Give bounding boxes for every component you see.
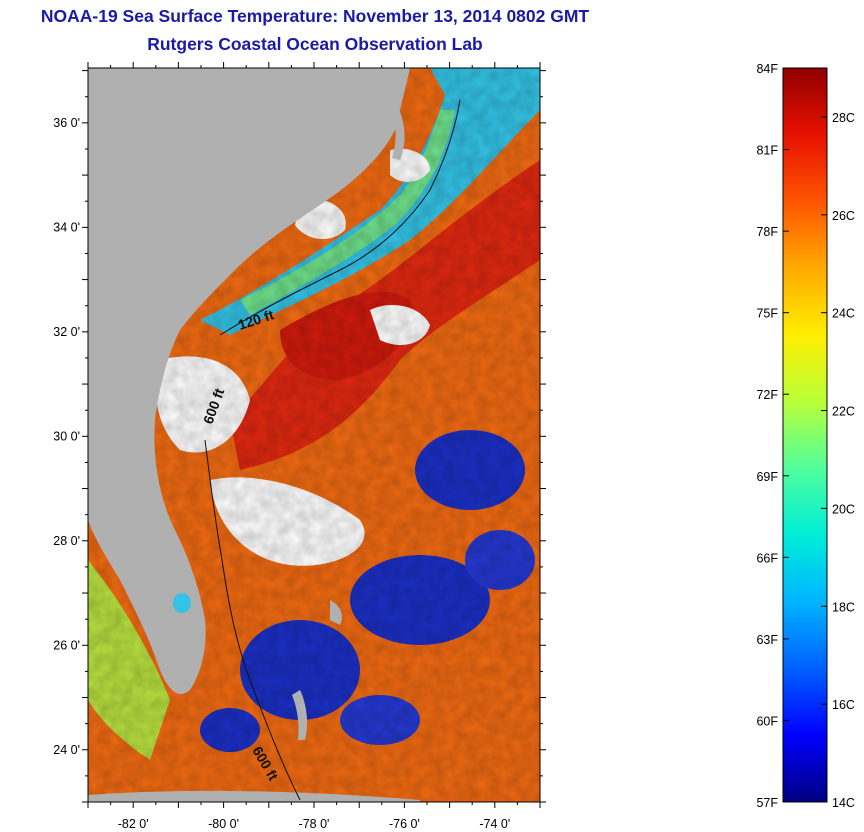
latitude-label: 26 0' <box>53 638 80 652</box>
colorbar-celsius-labels: 28C 26C 24C 22C 20C 18C 16C 14C <box>832 111 855 810</box>
latitude-label: 36 0' <box>53 116 80 130</box>
colorbar-label-f: 81F <box>756 144 778 158</box>
colorbar-label-f: 72F <box>756 388 778 402</box>
map-plot <box>88 68 540 802</box>
colorbar-label-f: 66F <box>756 551 778 565</box>
colorbar-label-c: 26C <box>832 209 855 223</box>
land-outer-banks <box>390 100 405 160</box>
colorbar-label-c: 24C <box>832 307 855 321</box>
latitude-axis: 36 0' 34 0' 32 0' 30 0' 28 0' 26 0' 24 0' <box>53 116 80 757</box>
colorbar-label-f: 84F <box>756 62 778 76</box>
latitude-label: 34 0' <box>53 220 80 234</box>
lake-okeechobee <box>173 593 191 613</box>
land-bahamas <box>330 600 342 625</box>
colorbar-label-c: 20C <box>832 502 855 516</box>
longitude-axis: -82 0' -80 0' -78 0' -76 0' -74 0' <box>118 817 510 831</box>
colorbar-fahrenheit-labels: 84F 81F 78F 75F 72F 69F 66F 63F 60F 57F <box>756 62 778 810</box>
colorbar-label-f: 63F <box>756 633 778 647</box>
map-subtitle: Rutgers Coastal Ocean Observation Lab <box>147 34 483 54</box>
latitude-label: 24 0' <box>53 743 80 757</box>
colorbar-label-f: 75F <box>756 307 778 321</box>
colorbar-label-c: 14C <box>832 796 855 810</box>
longitude-label: -74 0' <box>479 817 510 831</box>
land-cuba <box>88 790 420 802</box>
longitude-label: -82 0' <box>118 817 149 831</box>
land-bahamas <box>292 690 308 740</box>
colorbar-label-f: 60F <box>756 714 778 728</box>
colorbar-label-f: 69F <box>756 470 778 484</box>
depth-contour-600ft <box>204 439 301 801</box>
map-title: NOAA-19 Sea Surface Temperature: Novembe… <box>40 6 590 26</box>
longitude-label: -78 0' <box>299 817 330 831</box>
latitude-label: 30 0' <box>53 429 80 443</box>
colorbar-label-c: 18C <box>832 600 855 614</box>
colorbar-label-c: 16C <box>832 698 855 712</box>
colorbar-label-f: 57F <box>756 796 778 810</box>
colorbar: 84F 81F 78F 75F 72F 69F 66F 63F 60F 57F 28C 26C 24C… <box>756 62 854 810</box>
longitude-label: -80 0' <box>208 817 239 831</box>
depth-contour-120ft <box>219 99 461 336</box>
colorbar-scale <box>782 67 828 803</box>
axis-ticks <box>82 62 546 808</box>
latitude-label: 32 0' <box>53 325 80 339</box>
longitude-label: -76 0' <box>389 817 420 831</box>
colorbar-label-f: 78F <box>756 225 778 239</box>
colorbar-ticks <box>783 67 827 803</box>
colorbar-label-c: 22C <box>832 405 855 419</box>
latitude-label: 28 0' <box>53 534 80 548</box>
land-mainland <box>88 68 410 694</box>
colorbar-label-c: 28C <box>832 111 855 125</box>
